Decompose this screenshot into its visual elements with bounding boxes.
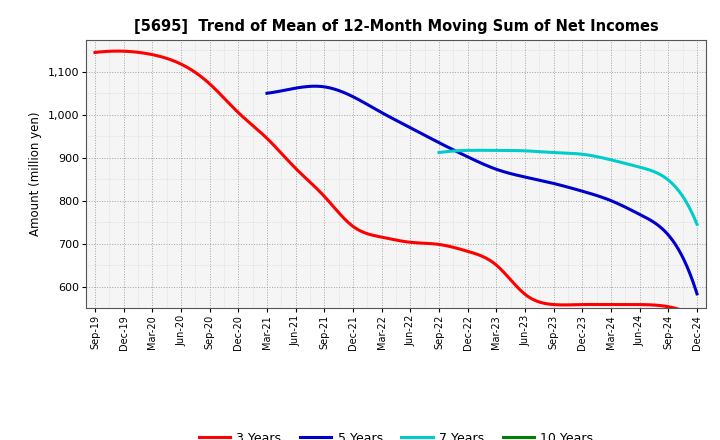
Y-axis label: Amount (million yen): Amount (million yen) [30,112,42,236]
7 Years [589,154,598,159]
5 Years [310,84,319,89]
5 Years [626,207,635,213]
3 Years [461,248,469,253]
3 Years [693,315,701,320]
Legend: 3 Years, 5 Years, 7 Years, 10 Years: 3 Years, 5 Years, 7 Years, 10 Years [194,427,598,440]
3 Years [600,302,608,307]
7 Years [588,153,597,158]
3 Years [451,245,459,250]
7 Years [474,148,483,153]
5 Years [527,176,536,181]
5 Years [264,91,273,96]
Line: 3 Years: 3 Years [95,51,697,317]
Line: 5 Years: 5 Years [267,86,697,294]
7 Years [593,154,602,159]
3 Years [449,245,458,250]
7 Years [693,222,701,227]
3 Years [113,48,122,54]
Line: 7 Years: 7 Years [439,150,697,224]
5 Years [518,174,527,179]
7 Years [436,150,444,155]
5 Years [520,174,528,180]
5 Years [693,291,701,297]
3 Years [93,50,102,55]
7 Years [653,170,662,176]
3 Years [91,50,99,55]
3 Years [639,302,647,307]
5 Years [263,91,271,96]
7 Years [435,150,444,155]
7 Years [670,182,678,187]
5 Years [654,223,662,228]
Title: [5695]  Trend of Mean of 12-Month Moving Sum of Net Incomes: [5695] Trend of Mean of 12-Month Moving … [134,19,658,34]
